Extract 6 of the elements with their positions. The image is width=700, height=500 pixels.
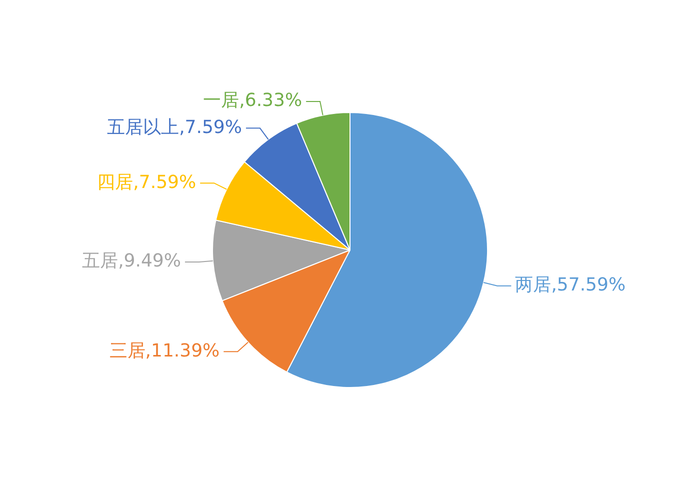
slice-label: 两居,57.59% [515,274,626,296]
slice-label: 五居,9.49% [82,250,181,272]
slice-label: 三居,11.39% [109,340,220,362]
slice-label: 五居以上,7.59% [107,116,242,138]
slice-label: 一居,6.33% [203,90,302,112]
slice-label: 四居,7.59% [97,172,196,193]
